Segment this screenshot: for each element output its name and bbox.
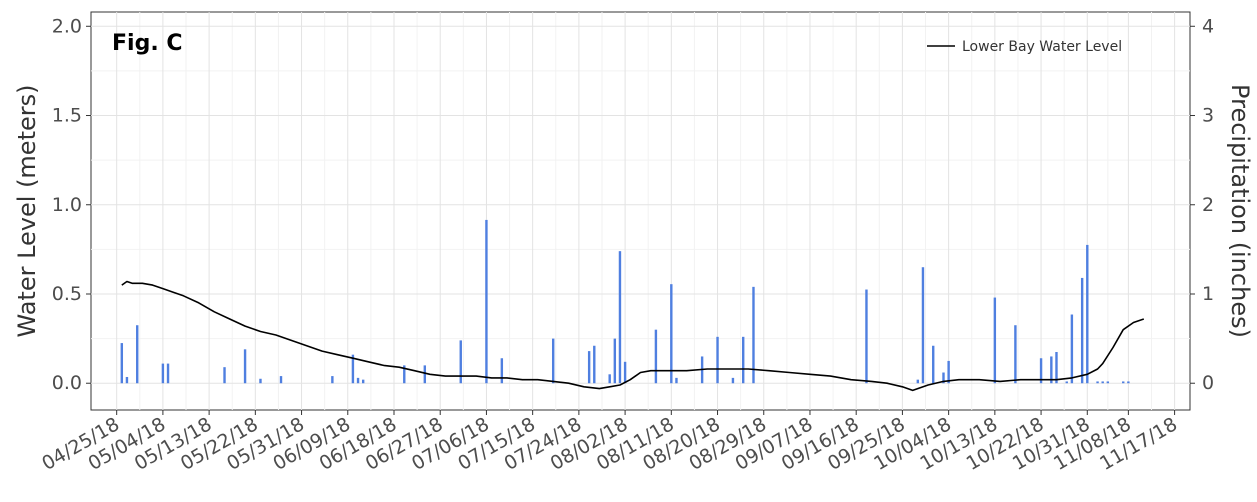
water-level-line-group: [121, 280, 1145, 392]
y-tick-label-right: 2: [1202, 194, 1214, 216]
y-tick-label-right: 1: [1202, 283, 1214, 305]
precipitation-bar: [1080, 277, 1084, 384]
y-tick-label-right: 3: [1202, 105, 1214, 127]
y-tick-label-left: 1.0: [52, 194, 82, 216]
precipitation-bar: [1101, 381, 1104, 384]
precipitation-bar: [1039, 358, 1043, 384]
precipitation-bar: [670, 284, 673, 384]
precipitation-bar: [865, 289, 868, 384]
plot-panel: [90, 11, 1191, 411]
precipitation-bar: [716, 336, 719, 384]
y-tick-label-right: 0: [1202, 372, 1214, 394]
precipitation-bar: [1127, 381, 1130, 384]
precipitation-bar: [1050, 356, 1053, 384]
precipitation-bar: [993, 297, 997, 384]
precipitation-bar: [259, 378, 262, 384]
precipitation-bar: [1086, 244, 1089, 384]
precipitation-bar: [125, 376, 129, 384]
precipitation-bar: [618, 251, 622, 384]
figure-label: Fig. C: [112, 31, 182, 56]
precipitation-bar: [423, 365, 427, 384]
precipitation-bar: [1096, 381, 1099, 384]
precipitation-bar: [500, 358, 504, 384]
y-tick-label-left: 1.5: [52, 105, 82, 127]
precipitation-bar: [593, 345, 596, 384]
precipitation-bar: [331, 376, 334, 384]
precipitation-bar: [675, 377, 678, 384]
precipitation-bar: [608, 374, 611, 384]
precipitation-bar: [947, 360, 950, 384]
precipitation-bar: [361, 379, 365, 384]
precipitation-bar: [351, 354, 355, 384]
precipitation-bar: [136, 325, 139, 384]
precipitation-bar: [613, 338, 617, 384]
precipitation-bar: [120, 343, 124, 384]
precipitation-bar: [161, 363, 165, 384]
y-tick-label-left: 0.5: [52, 283, 82, 305]
precipitation-bar: [551, 338, 555, 384]
legend-label: Lower Bay Water Level: [962, 39, 1122, 55]
precipitation-bar: [459, 340, 462, 384]
precipitation-bar: [485, 219, 488, 384]
legend: Lower Bay Water Level: [927, 39, 1122, 55]
precipitation-bar: [731, 377, 735, 384]
precipitation-bar: [932, 345, 935, 384]
precipitation-bar: [1014, 325, 1017, 384]
precipitation-bar: [1070, 314, 1074, 384]
precipitation-bar: [166, 363, 170, 384]
y-tick-label-left: 0.0: [52, 372, 82, 394]
precipitation-bars: [120, 219, 1130, 384]
precipitation-bar: [742, 336, 745, 384]
precipitation-bar: [1122, 381, 1125, 384]
precipitation-bar: [921, 267, 925, 384]
y-tick-label-left: 2.0: [52, 15, 82, 37]
precipitation-bar: [356, 377, 360, 384]
precipitation-bar: [279, 376, 283, 384]
precipitation-bar: [243, 349, 247, 384]
precipitation-bar: [623, 361, 627, 384]
y-axis-title-left: Water Level (meters): [13, 85, 41, 338]
precipitation-bar: [1106, 381, 1110, 384]
water-level-line: [121, 280, 1145, 392]
precipitation-bar: [752, 286, 755, 384]
precipitation-bar: [654, 329, 658, 384]
precipitation-bar: [587, 351, 591, 384]
precipitation-bar: [1055, 351, 1058, 384]
precipitation-bar: [223, 367, 226, 384]
precipitation-bar: [942, 372, 945, 384]
precipitation-bar: [916, 379, 920, 384]
precipitation-bar: [1065, 381, 1068, 384]
precipitation-bar: [403, 365, 406, 384]
y-axis-title-right: Precipitation (inches): [1226, 84, 1254, 338]
y-tick-label-right: 4: [1202, 15, 1214, 37]
